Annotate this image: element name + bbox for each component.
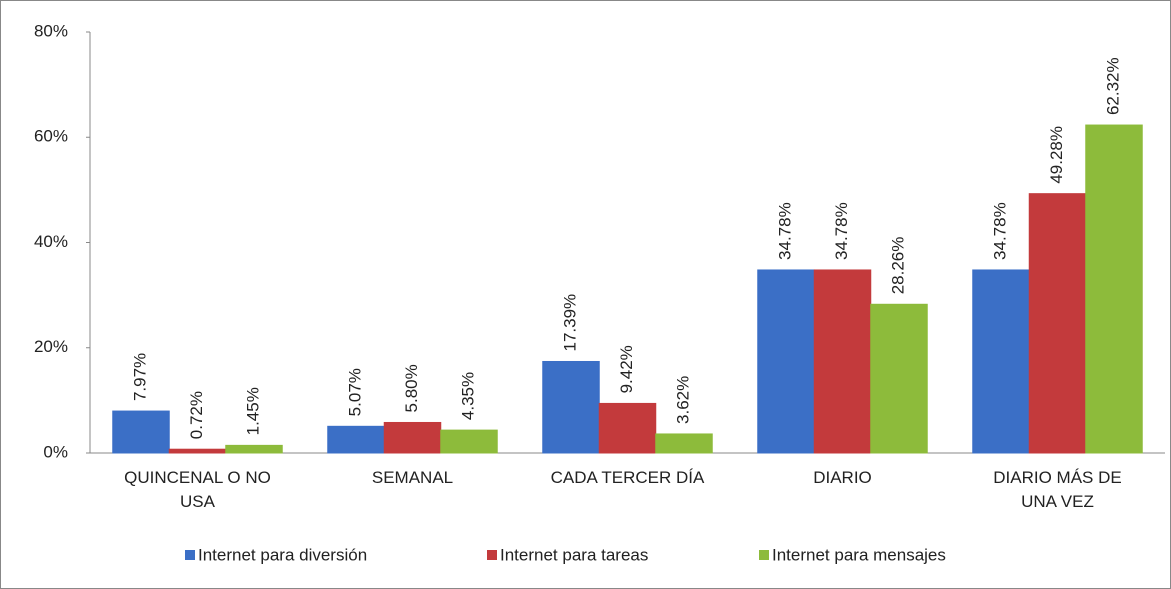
bar (1085, 124, 1143, 454)
legend-swatch (185, 550, 195, 560)
y-tick-label: 0% (43, 442, 68, 461)
bar (383, 421, 442, 454)
y-tick-label: 80% (34, 21, 68, 40)
value-label: 34.78% (775, 202, 794, 260)
bar (972, 269, 1030, 454)
value-label: 4.35% (458, 372, 477, 420)
x-tick-label: SEMANAL (371, 468, 454, 487)
bar (440, 429, 498, 454)
value-label: 28.26% (888, 237, 907, 295)
y-tick-label: 60% (34, 127, 68, 146)
value-label: 17.39% (560, 294, 579, 352)
value-label: 5.80% (402, 364, 421, 412)
value-label: 34.78% (990, 202, 1009, 260)
bar (813, 269, 872, 454)
legend-swatch (487, 550, 497, 560)
bar (327, 425, 385, 454)
value-label: 34.78% (832, 202, 851, 260)
value-label: 0.72% (187, 391, 206, 439)
value-label: 9.42% (617, 345, 636, 393)
legend-swatch (759, 550, 769, 560)
bar (168, 448, 227, 454)
value-label: 1.45% (243, 387, 262, 435)
bar (598, 402, 657, 454)
bar (870, 303, 928, 454)
legend-label: Internet para mensajes (772, 545, 946, 564)
value-label: 62.32% (1103, 57, 1122, 115)
bar (1028, 193, 1087, 454)
x-tick-label: DIARIO MÁS DE UNA VEZ (993, 468, 1122, 511)
y-tick-label: 40% (34, 232, 68, 251)
bar (112, 410, 170, 454)
x-tick-label: DIARIO (813, 468, 872, 487)
value-label: 49.28% (1047, 126, 1066, 184)
x-tick-label: QUINCENAL O NO USA (124, 468, 271, 511)
legend-label: Internet para tareas (500, 545, 648, 564)
bar (225, 444, 283, 454)
value-label: 5.07% (345, 368, 364, 416)
bar (757, 269, 815, 454)
y-tick-label: 20% (34, 337, 68, 356)
value-label: 3.62% (673, 376, 692, 424)
value-label: 7.97% (130, 353, 149, 401)
bar (655, 433, 713, 454)
legend-label: Internet para diversión (198, 545, 367, 564)
x-tick-label: CADA TERCER DÍA (550, 468, 705, 487)
bar (542, 360, 600, 454)
